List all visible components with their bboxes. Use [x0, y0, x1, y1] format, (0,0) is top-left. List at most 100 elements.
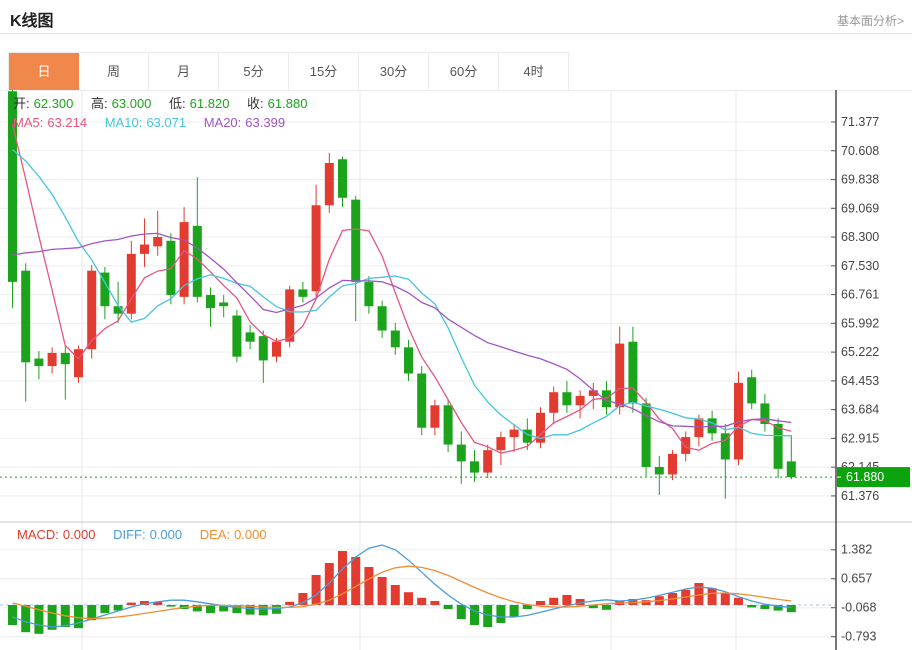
macd-bar — [338, 551, 347, 605]
macd-bar — [390, 585, 400, 605]
tab-period-15分[interactable]: 15分 — [289, 53, 359, 91]
tabbar-underline — [0, 90, 912, 91]
candle — [615, 343, 625, 408]
macd-bar — [760, 605, 770, 609]
ma20-line — [12, 232, 792, 428]
candle — [443, 405, 453, 445]
candle — [536, 412, 545, 443]
macd-bar — [351, 557, 361, 605]
candle — [404, 347, 413, 374]
macd-bar — [404, 592, 413, 605]
tab-period-周[interactable]: 周 — [79, 53, 149, 91]
candle — [113, 306, 123, 314]
macd-bar — [773, 605, 783, 611]
macd-bar — [113, 605, 123, 611]
current-price-badge — [837, 467, 910, 488]
candle — [258, 336, 268, 361]
macd-bar — [377, 577, 387, 605]
candle — [34, 358, 44, 367]
macd-bar — [258, 605, 268, 616]
page-title: K线图 — [10, 13, 54, 30]
macd-bar — [747, 605, 757, 608]
candle — [430, 405, 440, 428]
candle — [470, 461, 479, 473]
candle — [311, 205, 321, 292]
macd-bar — [470, 605, 479, 625]
macd-bar — [272, 605, 281, 614]
macd-bar — [126, 602, 136, 605]
period-tab-bar: 日周月 5分 15分 30分 60分 4时 — [8, 52, 569, 91]
tab-period-4时[interactable]: 4时 — [499, 53, 569, 91]
macd-bar — [562, 595, 572, 605]
candle — [140, 244, 149, 254]
macd-bar — [311, 575, 321, 605]
macd-bar — [47, 605, 57, 630]
candle — [483, 450, 493, 473]
macd-bar — [786, 605, 796, 613]
candle — [668, 453, 677, 475]
kline-chart-area[interactable]: 71.377 70.608 69.838 69.069 68.300 67.530 66.7… — [0, 90, 912, 650]
candle — [219, 302, 229, 307]
tab-period-30分[interactable]: 30分 — [359, 53, 429, 91]
macd-bar — [34, 605, 44, 634]
tab-period-5分[interactable]: 5分 — [219, 53, 289, 91]
price-tick-label: 65.992 — [841, 316, 879, 330]
page-header: K线图 基本面分析> — [0, 0, 912, 34]
candle — [179, 222, 189, 297]
candle — [575, 395, 585, 406]
macd-bar — [206, 605, 215, 613]
candle — [562, 392, 572, 406]
macd-bar — [522, 605, 532, 609]
macd-bar — [219, 605, 229, 612]
candle — [417, 373, 427, 428]
candle — [153, 237, 163, 247]
candle — [338, 159, 347, 198]
price-tick-label: 63.684 — [841, 403, 879, 417]
candle — [126, 253, 136, 314]
candle — [272, 341, 281, 357]
dea-line — [12, 565, 792, 620]
macd-bar — [694, 583, 704, 605]
macd-bar — [575, 599, 585, 605]
macd-bar — [602, 605, 611, 610]
price-tick-label: 69.069 — [841, 201, 879, 215]
macd-bar — [364, 567, 374, 605]
price-tick-label: 65.222 — [841, 345, 879, 359]
macd-bar — [100, 605, 110, 613]
macd-bar — [285, 601, 295, 605]
tab-period-月[interactable]: 月 — [149, 53, 219, 91]
macd-bar — [298, 593, 308, 605]
candle — [285, 289, 295, 342]
macd-bar — [443, 605, 453, 609]
candle — [760, 403, 770, 424]
macd-bar — [21, 605, 31, 633]
macd-bar — [456, 605, 466, 619]
macd-bar — [192, 605, 202, 612]
macd-bar — [509, 605, 519, 617]
macd-bar — [549, 597, 559, 605]
candle — [8, 91, 17, 282]
fundamental-analysis-link[interactable]: 基本面分析> — [836, 14, 904, 28]
candle — [549, 392, 559, 413]
candle — [456, 444, 466, 462]
price-tick-label: 62.915 — [841, 431, 879, 445]
candle — [206, 294, 215, 309]
macd-tick-label: 1.382 — [841, 543, 872, 557]
kline-chart-svg[interactable]: 71.377 70.608 69.838 69.069 68.300 67.530 66.7… — [0, 90, 912, 650]
candle — [496, 437, 506, 451]
candle — [60, 352, 70, 365]
tab-period-60分[interactable]: 60分 — [429, 53, 499, 91]
macd-tick-label: 0.657 — [841, 572, 872, 586]
macd-bar — [430, 601, 440, 605]
candle — [232, 315, 242, 357]
macd-bar — [166, 605, 176, 607]
candle — [364, 281, 374, 307]
macd-histogram-layer — [8, 551, 796, 634]
tab-period-日[interactable]: 日 — [9, 53, 79, 91]
macd-bar — [245, 605, 255, 615]
candle — [786, 461, 796, 478]
price-tick-label: 67.530 — [841, 259, 879, 273]
candle — [390, 330, 400, 348]
macd-bar — [720, 593, 730, 605]
